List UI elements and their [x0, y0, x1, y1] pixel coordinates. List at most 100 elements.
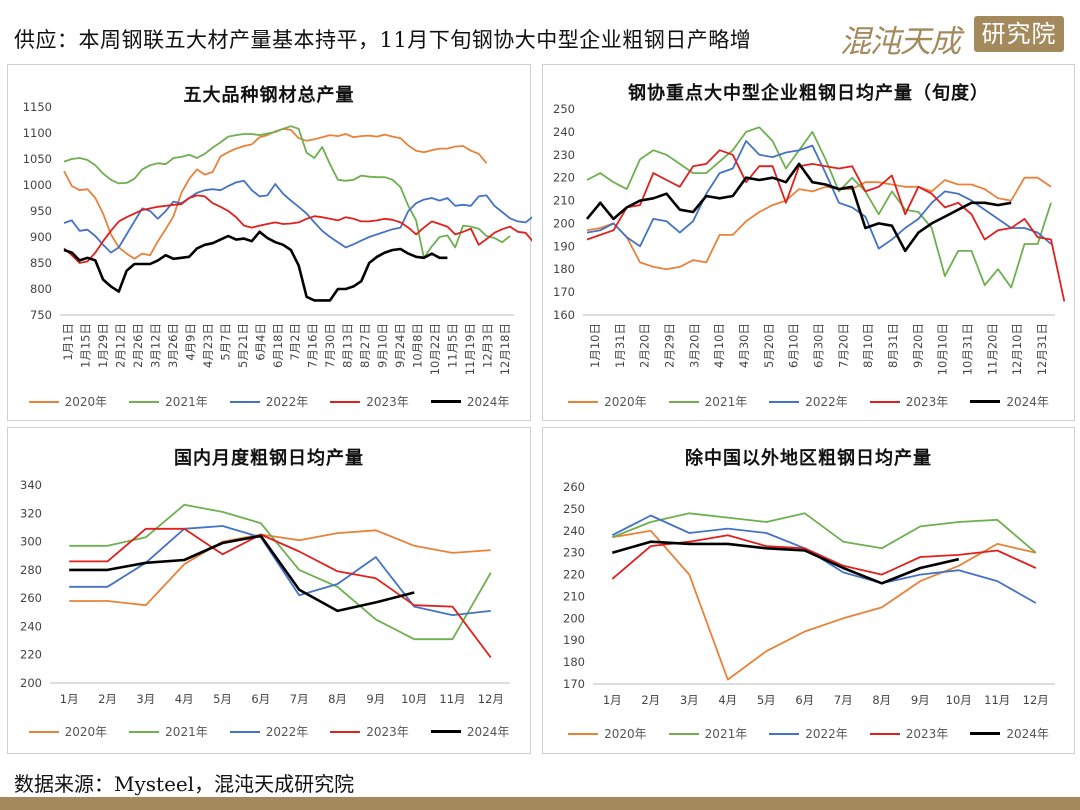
- x-tick-label: 12月: [478, 692, 504, 706]
- legend-item: 2023年: [869, 725, 948, 742]
- chart-legend: 2020年 2021年 2022年 2023年 2024年: [8, 723, 530, 740]
- series-line: [612, 529, 1037, 681]
- chart-panel-domestic-monthly: 国内月度粗钢日均产量 200 220 240 260 280 300 320 340 1月 2月 3…: [7, 427, 531, 754]
- x-tick-label: 4月10日: [712, 323, 726, 368]
- y-tick-label: 900: [30, 230, 52, 244]
- x-tick-label: 12月: [1023, 693, 1049, 707]
- chart-svg: 750 800 850 900 950 1000 1050 1100 1150 1月1日 1月15日…: [23, 100, 532, 375]
- legend-item: 2024年: [430, 393, 510, 410]
- x-tick-label: 9月20日: [911, 323, 925, 368]
- legend-item: 2021年: [668, 393, 747, 410]
- y-tick-label: 240: [563, 524, 585, 538]
- x-tick-label: 5月7日: [218, 323, 232, 361]
- legend-label: 2022年: [265, 395, 309, 409]
- series-line: [611, 540, 960, 585]
- footer-bar: [0, 797, 1080, 810]
- y-tick-label: 240: [553, 125, 575, 139]
- x-tick-label: 10月10日: [936, 323, 950, 375]
- y-tick-label: 340: [20, 478, 42, 492]
- chart-panel-ex-china: 除中国以外地区粗钢日均产量 170 180 190 200 210 220 230 240 25…: [542, 427, 1075, 754]
- y-tick-label: 1050: [23, 152, 52, 166]
- legend-item: 2023年: [869, 393, 948, 410]
- series-line: [63, 194, 532, 264]
- x-tick-label: 3月: [136, 692, 155, 706]
- x-tick-label: 1月: [603, 693, 622, 707]
- x-tick-label: 8月13日: [341, 323, 355, 368]
- x-tick-label: 11月: [439, 692, 465, 706]
- x-tick-label: 3月20日: [687, 323, 701, 368]
- x-tick-label: 1月: [60, 692, 79, 706]
- y-tick-label: 280: [20, 563, 42, 577]
- x-tick-label: 2月29日: [662, 323, 676, 368]
- legend-item: 2021年: [668, 725, 747, 742]
- legend-item: 2021年: [129, 393, 208, 410]
- y-tick-label: 200: [553, 216, 575, 230]
- x-tick-label: 6月10日: [787, 323, 801, 368]
- legend-label: 2023年: [366, 725, 409, 739]
- y-tick-label: 200: [20, 676, 42, 690]
- series-line: [586, 126, 1052, 289]
- x-tick-label: 10月: [946, 693, 972, 707]
- series-line: [63, 230, 448, 302]
- y-tick-label: 250: [553, 102, 575, 116]
- y-tick-label: 210: [553, 194, 575, 208]
- x-tick-label: 6月4日: [253, 323, 267, 361]
- chart-title: 五大品种钢材总产量: [183, 85, 355, 106]
- legend-label: 2024年: [1006, 395, 1049, 409]
- y-tick-label: 220: [553, 171, 575, 185]
- legend-swatch: [229, 400, 260, 403]
- y-tick-label: 180: [553, 262, 575, 276]
- legend-item: 2024年: [970, 393, 1049, 410]
- y-tick-label: 210: [563, 589, 585, 603]
- x-tick-label: 11月20日: [985, 323, 999, 375]
- x-tick-label: 9月: [366, 692, 385, 706]
- series-line: [63, 127, 488, 260]
- series-line: [69, 527, 492, 659]
- series-line: [611, 534, 1037, 580]
- x-tick-label: 1月10日: [588, 323, 602, 368]
- x-tick-label: 8月31日: [886, 323, 900, 368]
- x-tick-label: 3月12日: [149, 323, 163, 368]
- logo: 混沌天成 研究院: [840, 12, 1070, 60]
- legend-label: 2024年: [466, 395, 510, 409]
- x-tick-label: 7月20日: [836, 323, 850, 368]
- legend-label: 2024年: [466, 725, 510, 739]
- x-tick-label: 4月9日: [183, 323, 197, 361]
- legend-swatch: [970, 732, 1001, 735]
- legend-swatch: [229, 730, 260, 733]
- header: 供应：本周钢联五大材产量基本持平，11月下旬钢协大中型企业粗钢日产略增 混沌天成…: [0, 0, 1080, 62]
- x-tick-label: 1月15日: [79, 323, 93, 368]
- x-tick-label: 9月10日: [376, 323, 390, 368]
- x-tick-label: 11月5日: [445, 323, 459, 368]
- x-tick-label: 8月27日: [358, 323, 372, 368]
- legend-swatch: [970, 400, 1001, 403]
- y-tick-label: 230: [563, 546, 585, 560]
- logo-script: 混沌天成: [840, 24, 961, 60]
- x-tick-label: 7月: [290, 692, 309, 706]
- series-line: [63, 125, 511, 259]
- legend-label: 2020年: [64, 395, 108, 409]
- x-tick-label: 6月: [251, 692, 270, 706]
- x-tick-label: 2月: [98, 692, 117, 706]
- legend-label: 2022年: [805, 395, 848, 409]
- y-tick-label: 180: [563, 655, 585, 669]
- x-tick-label: 10月22日: [428, 323, 442, 375]
- y-tick-label: 200: [563, 611, 585, 625]
- y-tick-label: 170: [553, 285, 575, 299]
- series-line: [585, 162, 1012, 253]
- x-tick-label: 5月20日: [762, 323, 776, 368]
- chart-legend: 2020年 2021年 2022年 2023年 2024年: [543, 725, 1074, 742]
- series-line: [63, 179, 532, 254]
- legend-swatch: [28, 730, 59, 733]
- chart-svg: 170 180 190 200 210 220 230 240 250 260 1月 2月 3月 4月 5月…: [563, 480, 1055, 707]
- x-tick-label: 6月18日: [271, 323, 285, 368]
- legend-label: 2023年: [366, 395, 409, 409]
- legend-item: 2022年: [769, 725, 848, 742]
- x-tick-label: 11月: [984, 693, 1010, 707]
- y-tick-label: 850: [30, 256, 52, 270]
- x-tick-label: 4月30日: [737, 323, 751, 368]
- legend-label: 2024年: [1006, 727, 1049, 741]
- x-tick-label: 12月31日: [1035, 323, 1049, 375]
- x-tick-label: 5月21日: [236, 323, 250, 368]
- x-tick-label: 9月: [911, 693, 930, 707]
